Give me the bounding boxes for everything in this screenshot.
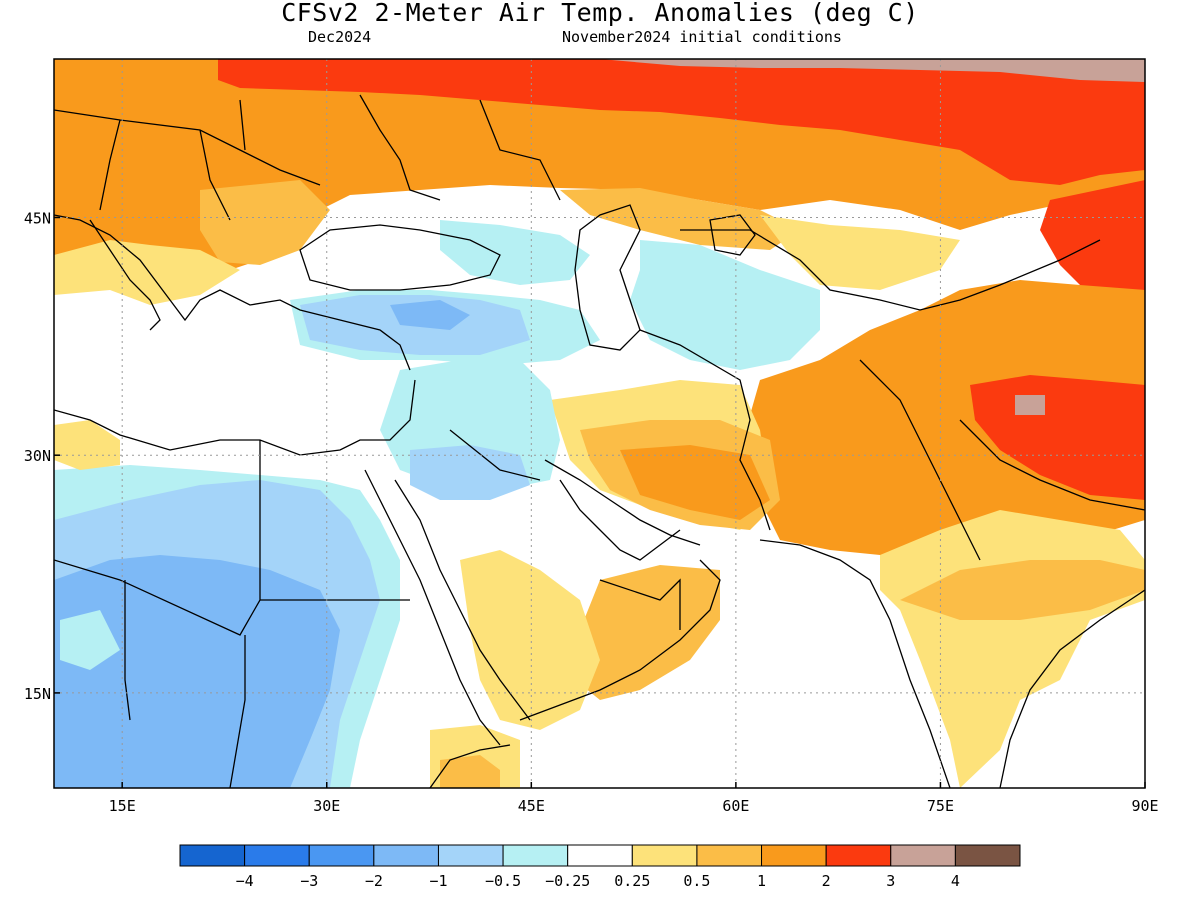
colorbar-swatch: [437, 844, 504, 867]
land-outlines: [54, 94, 1145, 788]
coastline-mediterranean-south: [54, 379, 416, 456]
anomaly-region-red-tibet: [970, 375, 1145, 500]
colorbar: −4 −3 −2 −1 −0.5 −0.25 0.25 0.5 1 2 3 4: [179, 844, 1021, 890]
anomaly-region-yellow-balkans: [54, 240, 240, 305]
lon-tick-label: 75E: [927, 797, 954, 815]
anomaly-region-lightorange-india: [900, 560, 1145, 620]
border-pakistan-india: [859, 359, 1145, 561]
colorbar-label: −0.5: [485, 872, 521, 890]
graticule: [54, 59, 1145, 788]
anomaly-region-red-north: [218, 59, 1145, 185]
colorbar-swatch: [308, 844, 375, 867]
colorbar-swatch: [631, 844, 698, 867]
lon-tick-label: 45E: [518, 797, 545, 815]
lon-tick-label: 60E: [722, 797, 749, 815]
anomaly-region-blue-africa: [54, 555, 340, 788]
anomaly-region-yellow-libya: [54, 420, 120, 470]
colorbar-label: 3: [886, 872, 895, 890]
anomaly-region-brown-northeast: [600, 59, 1145, 82]
colorbar-swatch: [761, 844, 827, 867]
colorbar-swatch: [179, 844, 246, 867]
colorbar-swatch: [567, 844, 633, 867]
anomaly-region-cyan-blacksea: [440, 220, 590, 285]
border-arabia: [449, 429, 681, 630]
border-africa: [54, 440, 410, 788]
colorbar-label: 1: [757, 872, 766, 890]
coastline-mediterranean-north: [54, 214, 411, 371]
lon-tick-label: 90E: [1131, 797, 1158, 815]
border-europe: [54, 94, 561, 221]
valid-month-label: Dec2024: [308, 28, 372, 46]
colorbar-label: −1: [429, 872, 447, 890]
coastline-italy: [89, 219, 161, 331]
colorbar-swatch: [373, 844, 439, 867]
colorbar-swatch: [825, 844, 892, 867]
lat-tick-label: 15N: [24, 685, 51, 703]
anomaly-region-orange-iran: [620, 445, 770, 520]
coastline-black-sea: [299, 224, 501, 291]
map-frame: [53, 58, 1146, 789]
border-iran-afghanistan: [639, 329, 771, 531]
coastline-caspian: [574, 204, 641, 351]
initial-conditions-label: November2024 initial conditions: [562, 28, 842, 46]
anomaly-region-lightorange-caspian: [560, 188, 800, 250]
colorbar-swatch: [696, 844, 763, 867]
colorbar-label: −3: [300, 872, 318, 890]
border-central-asia: [680, 229, 1101, 311]
anomaly-region-lightblue-mesopotamia: [410, 445, 530, 500]
colorbar-label: −2: [365, 872, 383, 890]
anomaly-fields: [54, 59, 1145, 788]
anomaly-region-lightorange-horn: [440, 755, 500, 788]
anomaly-region-blue-turkey: [390, 300, 470, 330]
coastline-horn: [429, 744, 511, 788]
lon-tick-label: 15E: [109, 797, 136, 815]
colorbar-swatch: [244, 844, 310, 867]
colorbar-label: 0.25: [614, 872, 650, 890]
colorbar-label: −0.25: [545, 872, 590, 890]
colorbar-swatch: [954, 844, 1021, 867]
anomaly-region-yellow-central-asia: [760, 215, 960, 290]
colorbar-swatch: [890, 844, 956, 867]
axis-ticks: 15E 30E 45E 60E 75E 90E 45N 30N 15N: [24, 209, 1159, 815]
colorbar-label: 4: [951, 872, 960, 890]
coastline-india: [759, 539, 1145, 788]
lat-tick-label: 30N: [24, 447, 51, 465]
anomaly-region-orange-south-asia: [740, 280, 1145, 560]
anomaly-region-lightorange-north: [200, 180, 330, 265]
coastline-aral: [709, 214, 756, 256]
anomaly-region-yellow-yemen: [460, 550, 600, 730]
anomaly-region-red-east: [1040, 180, 1145, 295]
coastline-arabia-south: [519, 559, 721, 721]
colorbar-label: 0.5: [683, 872, 710, 890]
coastline-persian-gulf: [544, 459, 701, 561]
colorbar-label: 2: [822, 872, 831, 890]
anomaly-region-lightorange-oman: [575, 565, 720, 700]
anomaly-region-cyan-centralasia: [630, 240, 820, 370]
colorbar-label: −4: [236, 872, 254, 890]
colorbar-swatch: [502, 844, 569, 867]
map-title: CFSv2 2-Meter Air Temp. Anomalies (deg C…: [281, 0, 919, 27]
lon-tick-label: 30E: [313, 797, 340, 815]
anomaly-region-cyan-patch-africa: [60, 610, 120, 670]
lat-tick-label: 45N: [24, 209, 51, 227]
anomaly-region-brown-tibet: [1015, 395, 1045, 415]
coastline-red-sea: [364, 469, 531, 746]
